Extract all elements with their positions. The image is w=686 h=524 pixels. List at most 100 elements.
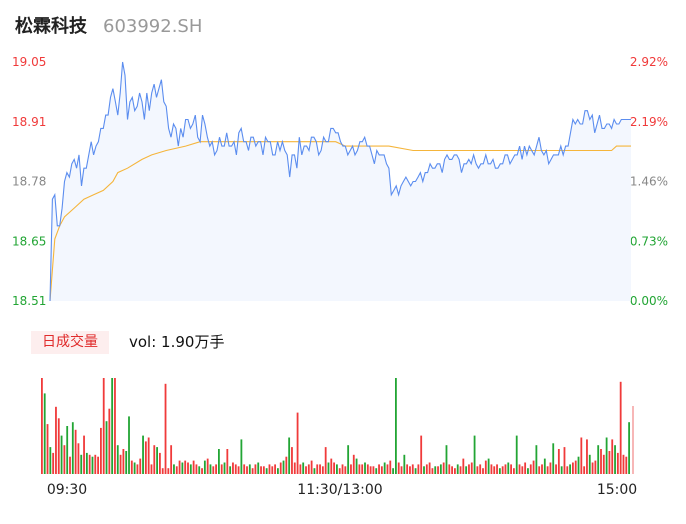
volume-bar bbox=[552, 443, 555, 474]
volume-bar bbox=[448, 464, 451, 474]
volume-bar bbox=[153, 445, 156, 474]
volume-bar bbox=[198, 466, 201, 474]
volume-bar bbox=[293, 462, 296, 474]
volume-bar bbox=[243, 464, 246, 474]
volume-bar bbox=[569, 464, 571, 474]
volume-bar bbox=[251, 468, 254, 474]
volume-bar bbox=[616, 452, 619, 474]
volume-bar bbox=[192, 460, 195, 474]
volume-bar bbox=[355, 458, 358, 474]
volume-bar bbox=[212, 466, 215, 474]
volume-bar bbox=[535, 445, 538, 474]
volume-bar bbox=[195, 464, 198, 474]
volume-bar bbox=[164, 383, 167, 474]
volume-bar bbox=[119, 454, 122, 474]
volume-bar bbox=[229, 466, 232, 474]
volume-bar bbox=[116, 445, 119, 474]
volume-bar bbox=[352, 454, 355, 474]
volume-bar bbox=[496, 464, 498, 474]
volume-bar bbox=[529, 464, 532, 474]
percent-tick-label: 0.73% bbox=[630, 234, 668, 248]
volume-bar bbox=[288, 437, 291, 474]
time-axis: 09:30 11:30/13:00 15:00 bbox=[47, 482, 637, 498]
volume-bar bbox=[532, 460, 535, 474]
volume-bar bbox=[465, 466, 468, 474]
price-tick-label: 18.65 bbox=[12, 234, 46, 248]
volume-bar bbox=[94, 454, 97, 474]
time-tick-label: 11:30/13:00 bbox=[297, 482, 382, 498]
volume-bar bbox=[324, 447, 327, 474]
volume-bar bbox=[538, 466, 541, 474]
volume-bar bbox=[572, 462, 574, 474]
volume-bar bbox=[513, 468, 515, 474]
volume-bar bbox=[265, 468, 268, 474]
volume-bar bbox=[102, 378, 105, 474]
volume-bar bbox=[333, 462, 335, 474]
volume-bar bbox=[313, 468, 316, 474]
volume-bar bbox=[409, 466, 411, 474]
volume-bar bbox=[310, 460, 313, 474]
volume-bar bbox=[434, 466, 437, 474]
volume-bar bbox=[479, 464, 482, 474]
volume-bar bbox=[136, 464, 139, 474]
time-tick-label: 15:00 bbox=[597, 482, 637, 498]
volume-bar bbox=[203, 460, 206, 474]
price-tick-label: 19.05 bbox=[12, 55, 46, 69]
price-tick-label: 18.51 bbox=[12, 294, 46, 308]
volume-bar bbox=[232, 462, 234, 474]
volume-bar bbox=[591, 462, 594, 474]
volume-bar bbox=[74, 429, 77, 474]
volume-bar bbox=[206, 458, 209, 474]
volume-bar bbox=[170, 445, 173, 474]
volume-bar bbox=[386, 464, 389, 474]
volume-bar bbox=[150, 464, 153, 474]
volume-bar bbox=[560, 466, 563, 474]
volume-bar bbox=[52, 452, 55, 474]
volume-bar bbox=[380, 466, 383, 474]
stock-code: 603992.SH bbox=[103, 16, 203, 37]
volume-bar bbox=[454, 468, 456, 474]
volume-bar bbox=[501, 466, 504, 474]
volume-bar bbox=[395, 378, 397, 474]
volume-bar bbox=[209, 464, 212, 474]
volume-bar bbox=[372, 466, 375, 474]
volume-bar bbox=[336, 464, 338, 474]
volume-bar bbox=[226, 449, 229, 474]
volume-bar bbox=[237, 466, 240, 474]
volume-bar bbox=[451, 466, 453, 474]
volume-bar bbox=[299, 464, 302, 474]
volume-bar bbox=[406, 464, 409, 474]
percent-tick-label: 2.92% bbox=[630, 55, 668, 69]
volume-bar bbox=[411, 464, 414, 474]
volume-value: vol: 1.90万手 bbox=[129, 333, 225, 351]
volume-bar bbox=[597, 445, 600, 474]
volume-bar bbox=[248, 464, 251, 474]
volume-bar bbox=[260, 466, 262, 474]
volume-bar bbox=[442, 462, 445, 474]
volume-bar bbox=[437, 466, 439, 474]
volume-bar bbox=[144, 441, 147, 474]
volume-bar bbox=[504, 464, 507, 474]
volume-bar bbox=[274, 464, 276, 474]
volume-bar bbox=[49, 447, 52, 474]
volume-bar bbox=[133, 462, 136, 474]
volume-bar bbox=[588, 454, 591, 474]
volume-bar bbox=[555, 464, 557, 474]
volume-bar bbox=[600, 449, 602, 474]
volume-bar bbox=[366, 464, 369, 474]
volume-bar bbox=[125, 451, 128, 474]
volume-bar bbox=[518, 464, 521, 474]
volume-bar bbox=[71, 422, 74, 474]
volume-bar bbox=[285, 456, 288, 474]
volume-bar bbox=[307, 464, 310, 474]
volume-chart bbox=[41, 378, 634, 474]
volume-bar bbox=[91, 456, 94, 474]
volume-bar bbox=[100, 427, 102, 474]
volume-bar bbox=[330, 458, 333, 474]
volume-bar bbox=[296, 412, 299, 474]
volume-bar bbox=[156, 447, 158, 474]
volume-bar bbox=[462, 458, 465, 474]
daily-volume-badge: 日成交量 bbox=[31, 331, 109, 354]
volume-bar bbox=[439, 464, 442, 474]
